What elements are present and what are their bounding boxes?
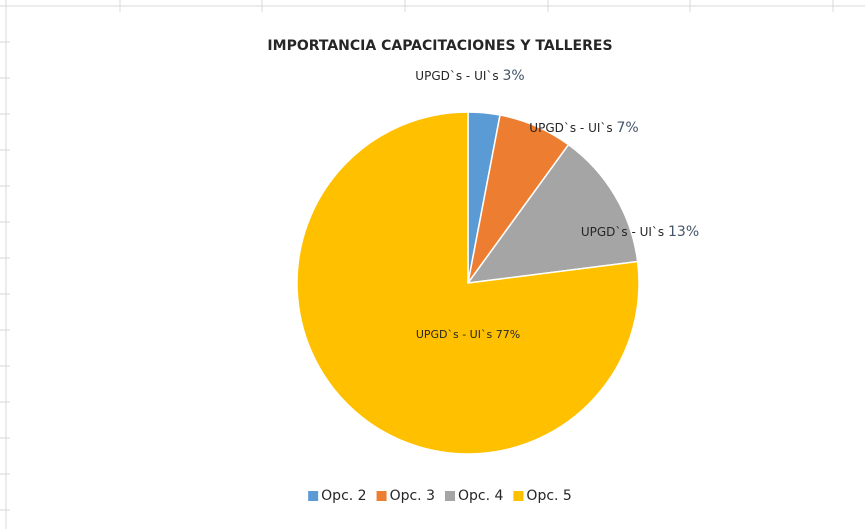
legend-swatch [513,491,524,501]
data-label-value: 3% [502,68,524,84]
legend-swatch [376,491,387,501]
legend-label: Opc. 2 [321,488,366,504]
pie-slice [466,143,639,284]
data-label-series: UPGD`s - UI`s [529,121,612,135]
data-label: UPGD`s - UI`s 77% [416,328,520,341]
legend-label: Opc. 4 [458,488,504,504]
data-label: UPGD`s - UI`s 13% [581,224,699,240]
data-label: UPGD`s - UI`s 3% [415,68,524,84]
data-label: UPGD`s - UI`s 7% [529,120,638,136]
data-label-series: UPGD`s - UI`s [581,225,664,239]
legend-swatch [445,491,455,501]
legend-label: Opc. 3 [390,488,435,504]
data-label-value: 7% [616,120,638,136]
data-label-value: 77% [496,328,520,341]
data-label-value: 13% [668,224,699,240]
legend-label: Opc. 5 [526,488,571,504]
legend: Opc. 2 Opc. 3 Opc. 4 Opc. 5 [308,488,572,504]
legend-swatch [308,491,319,501]
data-label-series: UPGD`s - UI`s [416,328,493,341]
pie-slice [296,111,640,455]
chart-title: IMPORTANCIA CAPACITACIONES Y TALLERES [267,38,612,54]
data-label-series: UPGD`s - UI`s [415,69,498,83]
